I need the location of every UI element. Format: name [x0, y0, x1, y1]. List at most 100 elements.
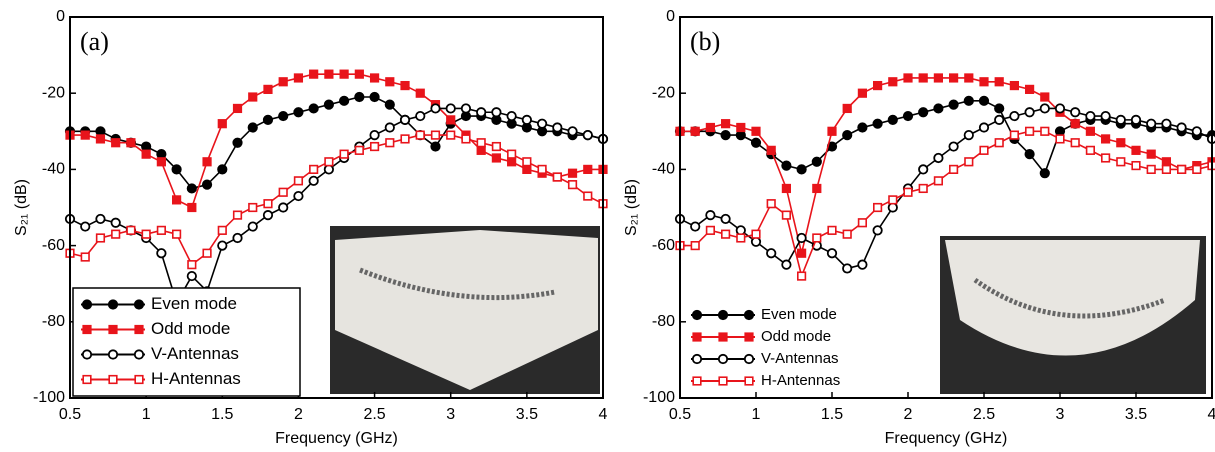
marker: [537, 164, 547, 175]
marker: [278, 202, 289, 213]
panel-label: (a): [80, 27, 109, 56]
marker: [979, 77, 989, 87]
marker: [857, 218, 867, 228]
marker: [126, 225, 136, 235]
marker: [323, 164, 334, 175]
marker: [385, 138, 395, 148]
marker: [217, 119, 227, 129]
legend-marker: [107, 349, 119, 360]
marker: [1009, 130, 1019, 140]
marker: [690, 126, 700, 136]
x-tick-label: 1: [142, 406, 151, 423]
marker: [781, 160, 792, 171]
marker: [994, 77, 1004, 87]
marker: [1116, 157, 1126, 167]
marker: [232, 103, 243, 114]
series: [675, 126, 1215, 281]
marker: [278, 110, 289, 122]
marker: [172, 229, 182, 239]
legend-marker: [692, 376, 702, 386]
marker: [933, 103, 944, 114]
y-tick-label: -60: [42, 237, 65, 254]
marker: [95, 213, 106, 225]
marker: [933, 176, 943, 186]
marker: [1101, 134, 1111, 144]
legend-marker: [107, 299, 119, 310]
marker: [872, 80, 883, 91]
marker: [1101, 153, 1111, 163]
marker: [1025, 84, 1035, 94]
marker: [918, 107, 929, 118]
legend-label: Even mode: [151, 294, 237, 313]
legend-marker: [108, 374, 118, 385]
marker: [948, 141, 959, 152]
marker: [1130, 114, 1142, 125]
marker: [994, 103, 1005, 114]
marker: [1161, 164, 1171, 175]
marker: [735, 225, 746, 236]
marker: [736, 122, 746, 133]
x-tick-label: 1.5: [211, 406, 233, 423]
marker: [415, 110, 426, 122]
marker: [80, 130, 90, 140]
legend-label: V-Antennas: [761, 350, 839, 367]
marker: [217, 164, 228, 175]
x-tick-label: 0.5: [59, 406, 81, 423]
marker: [354, 91, 365, 103]
marker: [736, 233, 746, 243]
marker: [536, 118, 548, 129]
marker: [156, 157, 166, 167]
x-tick-label: 2: [904, 406, 913, 423]
legend-marker: [134, 374, 144, 385]
marker: [720, 119, 731, 129]
x-axis-label: Frequency (GHz): [275, 430, 398, 447]
y-tick-label: 0: [56, 8, 65, 25]
marker: [354, 69, 364, 79]
marker: [247, 122, 258, 133]
x-tick-label: 1.5: [821, 406, 843, 423]
marker: [232, 137, 243, 148]
marker: [979, 145, 989, 155]
marker: [994, 114, 1005, 125]
marker: [308, 175, 319, 186]
marker: [567, 126, 578, 137]
x-tick-label: 0.5: [669, 406, 691, 423]
y-tick-label: -100: [643, 389, 675, 406]
plot-frame: [69, 16, 604, 399]
marker: [278, 77, 288, 87]
marker: [262, 210, 274, 221]
marker: [293, 176, 304, 186]
marker: [309, 69, 319, 79]
marker: [186, 270, 197, 282]
marker: [1085, 126, 1095, 136]
marker: [690, 241, 700, 251]
marker: [1009, 110, 1020, 122]
marker: [354, 145, 364, 155]
marker: [994, 138, 1004, 148]
marker: [126, 138, 136, 148]
marker: [583, 191, 593, 201]
marker: [552, 172, 562, 182]
marker: [705, 225, 715, 235]
marker: [842, 263, 853, 274]
marker: [1009, 80, 1019, 91]
marker: [842, 130, 853, 141]
marker: [887, 202, 898, 213]
marker: [918, 73, 928, 83]
legend-marker: [134, 324, 144, 335]
marker: [308, 103, 319, 114]
marker: [751, 229, 761, 239]
marker: [948, 164, 959, 175]
marker: [827, 126, 837, 136]
y-axis-label: S₂₁ (dB): [13, 179, 30, 236]
marker: [461, 134, 471, 144]
y-tick-label: -60: [652, 237, 675, 254]
marker: [948, 73, 959, 83]
marker: [263, 199, 273, 209]
marker: [339, 95, 350, 106]
marker: [964, 157, 974, 167]
marker: [1040, 126, 1050, 136]
marker: [827, 225, 837, 235]
marker: [460, 103, 472, 114]
